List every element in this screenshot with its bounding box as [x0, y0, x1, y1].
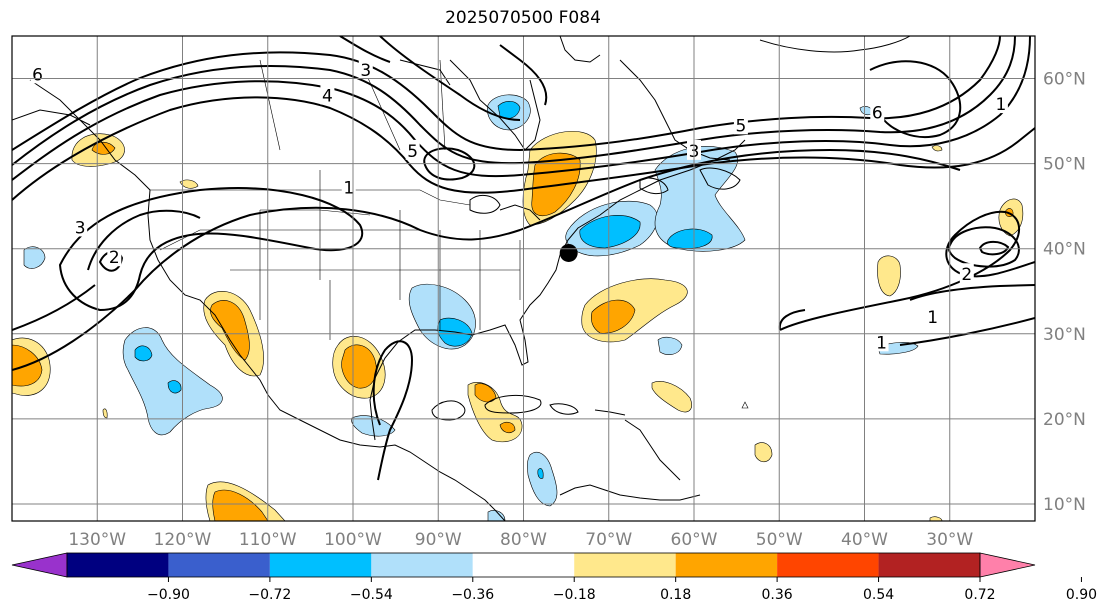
coastlines	[12, 36, 911, 521]
colorbar-segment	[67, 553, 169, 577]
contour-label-bg	[107, 246, 122, 267]
colorbar-label: −0.54	[350, 587, 393, 603]
lat-tick-label: 60°N	[1043, 70, 1086, 90]
lat-tick-label: 40°N	[1043, 240, 1086, 260]
colorbar-label: −0.18	[553, 587, 596, 603]
colorbar-label: 0.18	[660, 587, 691, 603]
colorbar-extend-high	[979, 552, 1036, 578]
colorbar-label: 0.72	[964, 587, 995, 603]
lat-tick-label: 50°N	[1043, 155, 1086, 175]
gridlines	[12, 36, 1035, 521]
colorbar-label: 0.36	[762, 587, 793, 603]
contour-label-bg	[73, 216, 88, 237]
contour-label: 3	[360, 61, 371, 81]
contour-label: 6	[32, 65, 43, 85]
location-marker	[559, 243, 578, 262]
contour-label-bg	[925, 305, 940, 326]
contour-label-bg	[870, 101, 885, 122]
contour-label: 6	[872, 104, 883, 124]
lon-tick-label: 130°W	[68, 530, 126, 550]
lon-tick-label: 120°W	[154, 530, 212, 550]
map-frame	[11, 35, 1036, 522]
lat-tick-label: 30°N	[1043, 325, 1086, 345]
colorbar-segment	[472, 553, 575, 577]
lon-tick-label: 70°W	[585, 530, 632, 550]
lon-tick-label: 80°W	[500, 530, 547, 550]
lat-tick-label: 20°N	[1043, 410, 1086, 430]
colorbar-extend-low	[11, 552, 68, 578]
contour-label: 1	[343, 178, 354, 198]
colorbar-segment	[371, 553, 473, 577]
colorbar-segment	[168, 553, 270, 577]
colorbar: −0.90 −0.72 −0.54 −0.36 −0.18 0.18 0.36 0.54 0.7…	[11, 552, 1097, 603]
anomaly-shading	[12, 94, 1024, 521]
colorbar-label: 0.54	[863, 587, 894, 603]
contour-label: 2	[109, 248, 120, 268]
colorbar-label: −0.72	[248, 587, 291, 603]
colorbar-label: 0.90	[1066, 587, 1097, 603]
contour-label: 1	[995, 95, 1006, 115]
colorbar-frame	[66, 552, 981, 578]
contour-label: 1	[927, 308, 938, 328]
lon-tick-label: 100°W	[324, 530, 382, 550]
contour-label-bg	[959, 263, 974, 284]
lon-tick-label: 90°W	[415, 530, 462, 550]
contour-lines	[12, 36, 1035, 481]
contour-label: 5	[735, 116, 746, 136]
lon-tick-label: 30°W	[926, 530, 973, 550]
colorbar-segment	[878, 553, 980, 577]
contour-label: 2	[961, 265, 972, 285]
contour-label-bg	[358, 59, 373, 80]
colorbar-segment	[777, 553, 879, 577]
map-title: 2025070500 F084	[445, 8, 601, 28]
colorbar-label: −0.36	[451, 587, 494, 603]
lon-tick-label: 40°W	[841, 530, 888, 550]
contour-label-bg	[405, 139, 420, 160]
colorbar-segment	[675, 553, 778, 577]
contour-label: 5	[407, 142, 418, 162]
colorbar-label: −0.90	[147, 587, 190, 603]
contour-label-bg	[993, 93, 1008, 114]
lon-tick-label: 60°W	[671, 530, 718, 550]
contour-label-bg	[341, 176, 356, 197]
lon-tick-label: 50°W	[756, 530, 803, 550]
colorbar-segment	[574, 553, 676, 577]
lon-tick-label: 110°W	[239, 530, 297, 550]
contour-label: 1	[876, 333, 887, 353]
contour-label-bg	[733, 114, 748, 135]
contour-label-bg	[874, 331, 889, 352]
colorbar-segment	[269, 553, 372, 577]
lat-tick-label: 10°N	[1043, 495, 1086, 515]
contour-label: 4	[322, 87, 333, 107]
longitude-ticks: 130°W 120°W 110°W 100°W 90°W 80°W 70°W 60°W 50°W…	[68, 530, 973, 550]
contour-label: 3	[75, 218, 86, 238]
contour-label-bg	[320, 84, 335, 105]
latitude-ticks: 10°N 20°N 30°N 40°N 50°N 60°N	[1043, 70, 1086, 515]
